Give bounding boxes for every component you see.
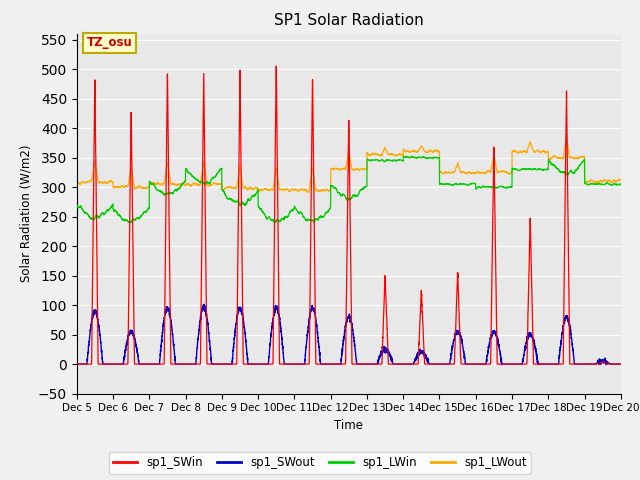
Text: TZ_osu: TZ_osu — [86, 36, 132, 49]
Title: SP1 Solar Radiation: SP1 Solar Radiation — [274, 13, 424, 28]
X-axis label: Time: Time — [334, 419, 364, 432]
Legend: sp1_SWin, sp1_SWout, sp1_LWin, sp1_LWout: sp1_SWin, sp1_SWout, sp1_LWin, sp1_LWout — [109, 452, 531, 474]
Y-axis label: Solar Radiation (W/m2): Solar Radiation (W/m2) — [19, 145, 33, 282]
